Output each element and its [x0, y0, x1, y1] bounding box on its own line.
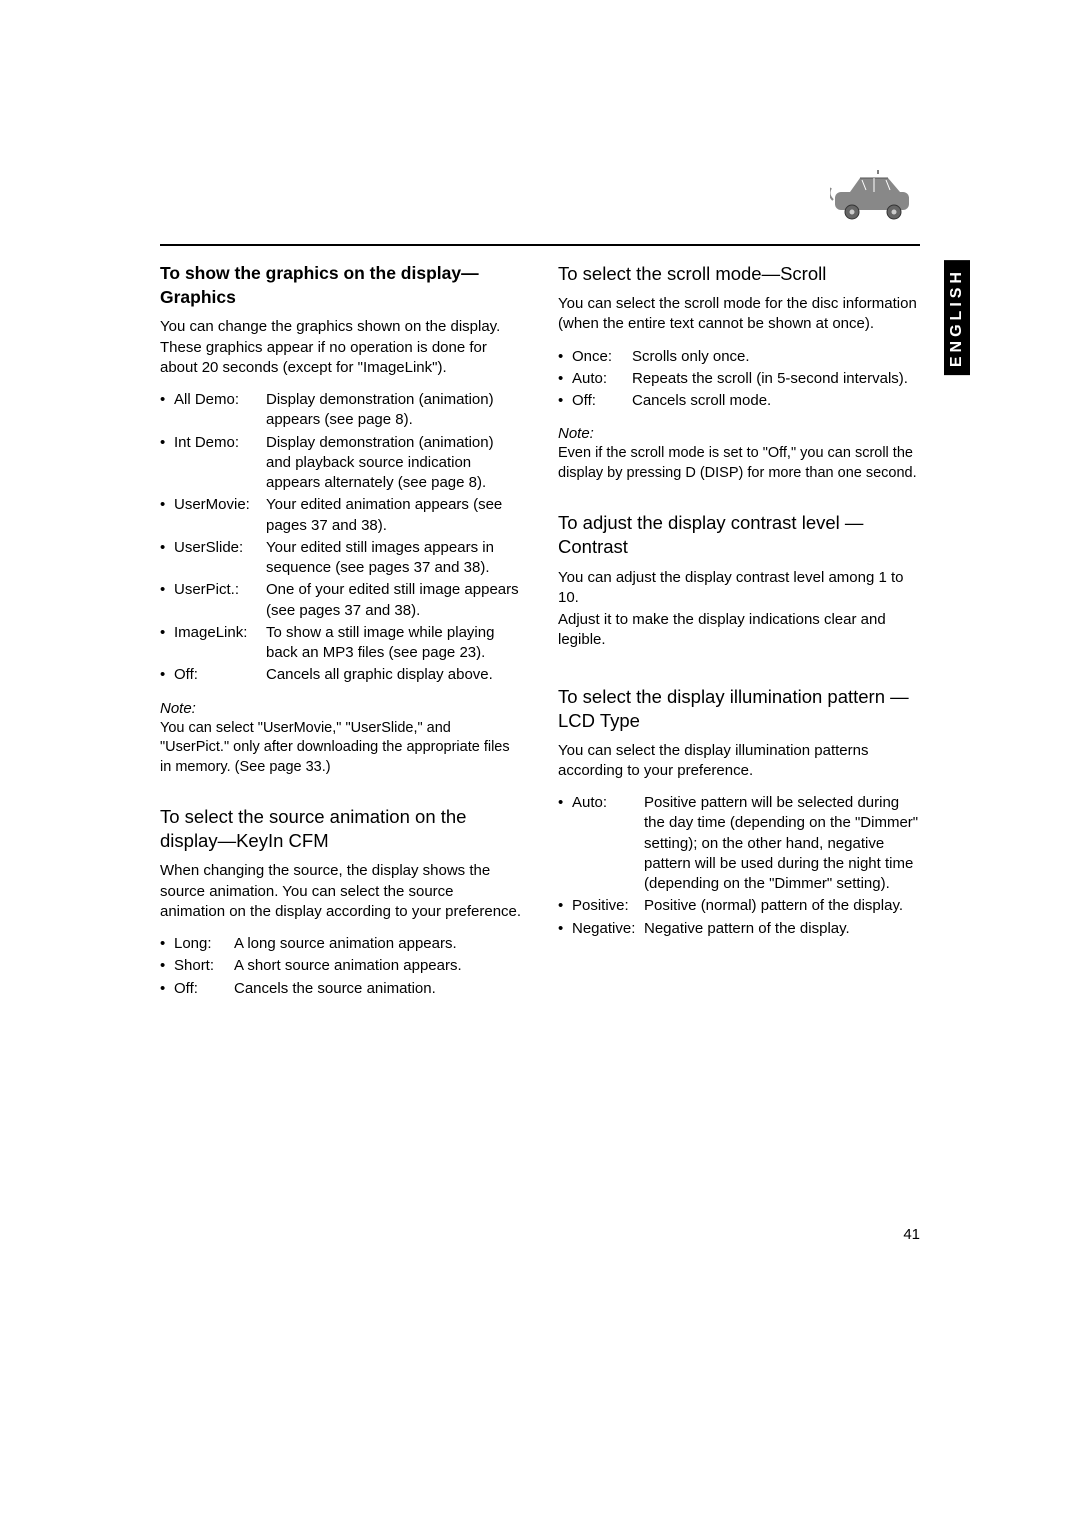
lcd-title: To select the display illumination patte… [558, 685, 920, 733]
scroll-note: Even if the scroll mode is set to "Off,"… [558, 444, 920, 483]
keyin-title: To select the source animation on the di… [160, 805, 522, 853]
contrast-title: To adjust the display contrast level —Co… [558, 511, 920, 559]
list-item: •Once:Scrolls only once. [558, 347, 920, 367]
scroll-note-label: Note: [558, 425, 920, 442]
list-item: •ImageLink:To show a still image while p… [160, 623, 522, 664]
graphics-note: You can select "UserMovie," "UserSlide,"… [160, 719, 522, 778]
list-item: •UserSlide:Your edited still images appe… [160, 538, 522, 579]
list-item: •All Demo:Display demonstration (animati… [160, 390, 522, 431]
list-item: •Auto:Positive pattern will be selected … [558, 793, 920, 894]
list-item: •Auto:Repeats the scroll (in 5-second in… [558, 369, 920, 389]
right-column: To select the scroll mode—Scroll You can… [558, 262, 920, 1013]
lcd-intro: You can select the display illumination … [558, 741, 920, 782]
lcd-list: •Auto:Positive pattern will be selected … [558, 793, 920, 939]
keyin-list: •Long:A long source animation appears. •… [160, 934, 522, 999]
page-content: ENGLISH To show the graphics on the disp… [160, 180, 920, 1013]
list-item: •Positive:Positive (normal) pattern of t… [558, 896, 920, 916]
scroll-intro: You can select the scroll mode for the d… [558, 294, 920, 335]
two-column-layout: To show the graphics on the display—Grap… [160, 262, 920, 1013]
list-item: •Long:A long source animation appears. [160, 934, 522, 954]
list-item: •Off:Cancels scroll mode. [558, 391, 920, 411]
scroll-list: •Once:Scrolls only once. •Auto:Repeats t… [558, 347, 920, 412]
list-item: •Short:A short source animation appears. [160, 956, 522, 976]
language-label: ENGLISH [944, 260, 970, 375]
graphics-note-label: Note: [160, 700, 522, 717]
left-column: To show the graphics on the display—Grap… [160, 262, 522, 1013]
keyin-intro: When changing the source, the display sh… [160, 861, 522, 922]
page-number: 41 [903, 1226, 920, 1243]
graphics-list: •All Demo:Display demonstration (animati… [160, 390, 522, 686]
contrast-intro1: You can adjust the display contrast leve… [558, 568, 920, 609]
list-item: •Off:Cancels all graphic display above. [160, 665, 522, 685]
top-divider [160, 244, 920, 246]
list-item: •UserPict.:One of your edited still imag… [160, 580, 522, 621]
contrast-intro2: Adjust it to make the display indication… [558, 610, 920, 651]
list-item: •Negative:Negative pattern of the displa… [558, 919, 920, 939]
list-item: •Off:Cancels the source animation. [160, 979, 522, 999]
list-item: •UserMovie:Your edited animation appears… [160, 495, 522, 536]
scroll-title: To select the scroll mode—Scroll [558, 262, 920, 286]
car-icon [830, 170, 920, 220]
graphics-title: To show the graphics on the display—Grap… [160, 262, 522, 309]
list-item: •Int Demo:Display demonstration (animati… [160, 433, 522, 494]
graphics-intro: You can change the graphics shown on the… [160, 317, 522, 378]
